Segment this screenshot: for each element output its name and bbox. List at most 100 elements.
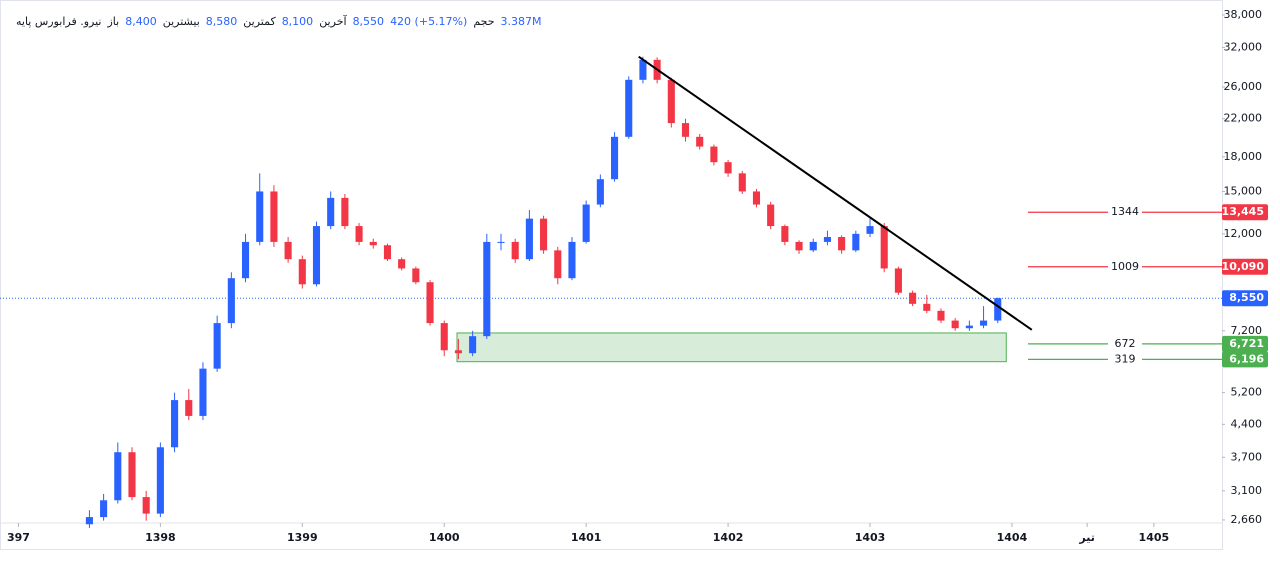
header-value: 8,550 bbox=[352, 15, 385, 28]
y-tick-label: 12,000 bbox=[1224, 227, 1263, 240]
y-tick-label: 38,000 bbox=[1224, 8, 1263, 21]
candle-body bbox=[85, 517, 93, 525]
header-label: حجم bbox=[473, 15, 495, 28]
candle-body bbox=[355, 226, 363, 242]
candle-body bbox=[213, 323, 221, 369]
header-label: باز bbox=[107, 15, 120, 28]
candle-body bbox=[100, 500, 108, 518]
price-tag bbox=[1222, 204, 1268, 221]
candle-body bbox=[568, 241, 576, 279]
x-tick-label: تیر bbox=[1078, 531, 1094, 544]
level-note: 1009 bbox=[1111, 260, 1139, 273]
header-label: بیشترین bbox=[162, 15, 200, 28]
candle-body bbox=[823, 237, 831, 242]
y-tick-label: 4,400 bbox=[1231, 417, 1263, 430]
candle-body bbox=[852, 233, 860, 251]
candle-body bbox=[696, 136, 704, 147]
price-tag-label: 6,196 bbox=[1229, 352, 1264, 365]
candle-body bbox=[582, 204, 590, 242]
level-note-bg bbox=[1108, 205, 1142, 220]
level-note: 319 bbox=[1115, 352, 1136, 365]
candle-body bbox=[667, 79, 675, 124]
x-tick-label: 1399 bbox=[287, 531, 318, 544]
y-tick-label: 2,660 bbox=[1231, 513, 1263, 526]
candle-body bbox=[724, 162, 732, 174]
price-tag-label: 13,445 bbox=[1222, 205, 1264, 218]
y-tick-label: 22,000 bbox=[1224, 112, 1263, 125]
candle-body bbox=[838, 237, 846, 251]
candle-body bbox=[880, 226, 888, 269]
y-tick-label: 32,000 bbox=[1224, 41, 1263, 54]
y-tick-label: 3,100 bbox=[1231, 484, 1263, 497]
level-note: 672 bbox=[1115, 337, 1136, 350]
price-tag bbox=[1222, 258, 1268, 275]
candle-body bbox=[171, 400, 179, 448]
y-tick-label: 15,000 bbox=[1224, 184, 1263, 197]
candle-body bbox=[383, 245, 392, 260]
price-tag bbox=[1222, 335, 1268, 352]
candle-body bbox=[426, 282, 434, 324]
price-tag-label: 8,550 bbox=[1229, 291, 1264, 304]
support-zone bbox=[456, 332, 1007, 363]
frame bbox=[0, 0, 1223, 550]
candle-body bbox=[923, 303, 931, 311]
candle-body bbox=[469, 336, 477, 354]
x-tick-label: 1404 bbox=[997, 531, 1028, 544]
candle-body bbox=[156, 447, 164, 514]
header-value: 3.387M bbox=[500, 15, 542, 28]
candle-body bbox=[951, 320, 959, 329]
candle-body bbox=[312, 226, 321, 285]
candle-body bbox=[341, 197, 349, 227]
level-note-bg bbox=[1108, 336, 1142, 351]
price-tag-label: 10,090 bbox=[1222, 260, 1265, 273]
candle-body bbox=[767, 204, 775, 227]
y-tick-label: 18,000 bbox=[1224, 150, 1263, 163]
candle-body bbox=[483, 241, 491, 337]
level-note-bg bbox=[1108, 259, 1142, 274]
candle-body bbox=[227, 278, 235, 324]
candle-body bbox=[327, 197, 335, 227]
y-tick-label: 7,200 bbox=[1231, 324, 1263, 337]
candle-body bbox=[554, 250, 562, 279]
candle-body bbox=[540, 218, 548, 251]
header-value: 420 (+5.17%) bbox=[390, 15, 468, 28]
x-tick-label: 1402 bbox=[713, 531, 744, 544]
y-tick-label: 5,200 bbox=[1231, 386, 1263, 399]
candle-body bbox=[440, 323, 448, 351]
candle-body bbox=[398, 259, 406, 269]
candle-body bbox=[752, 191, 761, 205]
candle-body bbox=[639, 59, 647, 80]
header: نیرو. فرابورس پایه باز 8,400 بیشترین 8,580 کم… bbox=[16, 15, 542, 28]
candle-body bbox=[454, 350, 462, 354]
y-tick-label: 26,000 bbox=[1224, 80, 1263, 93]
candle-body bbox=[994, 298, 1002, 321]
candle-body bbox=[241, 241, 250, 279]
candle-body bbox=[781, 226, 789, 242]
header-label: آخرین bbox=[319, 15, 347, 28]
x-tick-label: 1405 bbox=[1139, 531, 1170, 544]
symbol-title: نیرو. فرابورس پایه bbox=[16, 15, 102, 28]
candle-body bbox=[937, 310, 945, 321]
candle-body bbox=[625, 79, 633, 137]
candle-body bbox=[142, 497, 150, 514]
header-value: 8,580 bbox=[205, 15, 238, 28]
x-tick-label: 1401 bbox=[571, 531, 602, 544]
candle-body bbox=[809, 241, 817, 251]
trendline bbox=[638, 55, 1033, 331]
level-note: 1344 bbox=[1111, 205, 1139, 218]
candle-body bbox=[511, 241, 519, 260]
candle-body bbox=[256, 191, 264, 242]
candle-body bbox=[412, 268, 420, 283]
candle-body bbox=[894, 268, 902, 293]
x-tick-label: 1398 bbox=[145, 531, 176, 544]
candle-body bbox=[909, 292, 917, 304]
x-tick-label: 1400 bbox=[429, 531, 460, 544]
candle-body bbox=[270, 191, 278, 242]
candle-body bbox=[795, 241, 803, 251]
candle-body bbox=[681, 123, 690, 137]
x-tick-label: 397 bbox=[7, 531, 30, 544]
price-tag bbox=[1222, 290, 1268, 307]
candle-body bbox=[185, 400, 193, 416]
